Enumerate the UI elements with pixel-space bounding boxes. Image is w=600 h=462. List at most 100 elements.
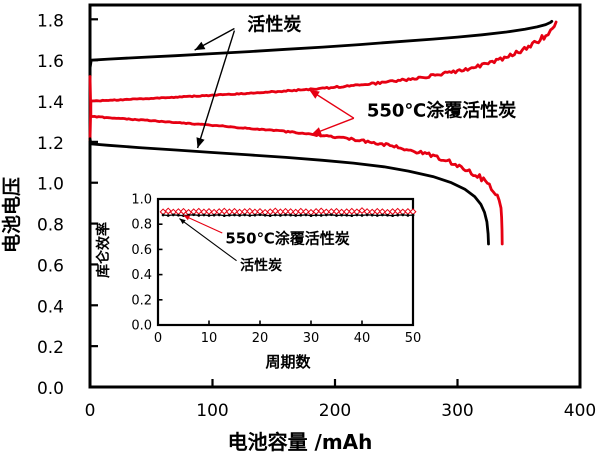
marker-dot [406, 213, 410, 217]
marker-dot [324, 213, 328, 217]
marker-dot [171, 213, 175, 217]
marker-dot [294, 214, 298, 217]
inset-y-tick-label: 1.0 [131, 193, 152, 208]
marker-dot [268, 214, 272, 218]
marker-dot [222, 214, 226, 218]
marker-dot [304, 213, 308, 217]
inset-x-tick-label: 0 [154, 331, 162, 346]
main-y-tick-label: 0.4 [37, 297, 64, 317]
marker-dot [228, 213, 231, 217]
marker-dot [177, 213, 180, 217]
marker-dot [284, 213, 287, 217]
marker-dot [365, 213, 369, 217]
main-y-tick-label: 0.2 [37, 338, 64, 358]
marker-dot [289, 213, 292, 217]
inset-label-coated-arrow-line [183, 214, 223, 234]
inset-x-tick-label: 50 [405, 331, 422, 346]
marker-dot [217, 213, 221, 217]
annotation-inset-label-coated: 550℃涂覆活性炭 [225, 229, 349, 247]
main-y-tick-label: 0.8 [37, 216, 64, 236]
main-x-tick-label: 0 [85, 401, 96, 421]
marker-dot [370, 213, 374, 217]
curve-activated-carbon-discharge [88, 137, 490, 246]
main-x-tick-label: 200 [319, 401, 351, 421]
marker-dot [202, 213, 206, 217]
marker-dot [391, 214, 394, 218]
marker-dot [192, 213, 196, 217]
markers-activated-carbon-efficiency [161, 213, 415, 218]
curve-coated-discharge [88, 75, 504, 246]
marker-dot [340, 213, 343, 217]
inset-y-tick-label: 0.0 [131, 319, 152, 334]
main-y-tick-label: 0.0 [37, 379, 64, 399]
marker-dot [233, 213, 236, 217]
marker-dot [273, 213, 277, 217]
marker-diamond [317, 207, 325, 215]
marker-dot [248, 214, 252, 217]
marker-dot [375, 214, 379, 217]
curve-activated-carbon-charge [88, 19, 554, 70]
marker-dot [355, 213, 359, 217]
annotation-label-coated: 550℃涂覆活性炭 [367, 100, 516, 122]
marker-dot [350, 214, 354, 218]
marker-diamond [348, 207, 356, 215]
marker-dot [279, 213, 282, 217]
main-y-tick-label: 1.0 [37, 175, 64, 195]
inset-chart: 0 10 20 30 40 50 0.0 0.2 0.4 0.6 0.8 1.0 550℃涂覆活性炭活性… [95, 193, 421, 372]
marker-dot [314, 213, 318, 217]
label-activated-carbon-arrowhead [196, 137, 205, 148]
markers-coated-efficiency [159, 207, 417, 216]
inset-label-activated-carbon-arrow-line [179, 218, 237, 262]
inset-x-tick-label: 30 [303, 331, 320, 346]
marker-diamond [164, 207, 172, 215]
marker-dot [197, 213, 201, 217]
main-y-tick-label: 0.6 [37, 256, 64, 276]
label-activated-carbon-arrow-line [196, 30, 236, 149]
marker-dot [207, 214, 211, 217]
curve-coated-charge [88, 20, 558, 142]
main-xaxis-title: 电池容量 /mAh [228, 430, 373, 454]
marker-dot [381, 213, 384, 217]
label-coated-arrowhead [311, 127, 322, 135]
inset-x-tick-label: 20 [252, 331, 269, 346]
marker-dot [345, 213, 349, 217]
marker-dot [309, 214, 313, 218]
inset-x-tick-label: 40 [354, 331, 371, 346]
main-chart: 0 100 200 300 4000.00.20.40.60.81.01.21.41.6… [0, 3, 596, 454]
inset-label-coated-arrowhead [183, 215, 190, 221]
curve-activated-carbon-efficiency [162, 214, 414, 217]
annotation-inset-label-activated-carbon: 活性炭 [240, 257, 282, 274]
inset-xaxis-title: 周期数 [265, 353, 311, 371]
marker-dot [238, 213, 242, 217]
marker-dot [263, 213, 267, 217]
marker-dot [335, 214, 338, 217]
label-activated-carbon-arrowhead [194, 41, 206, 51]
marker-dot [299, 213, 303, 217]
annotation-label-activated-carbon: 活性炭 [247, 14, 301, 36]
inset-plot-frame [156, 197, 415, 327]
marker-dot [243, 213, 247, 217]
main-x-tick-label: 300 [441, 401, 473, 421]
marker-dot [319, 213, 323, 217]
inset-y-tick-label: 0.8 [131, 218, 152, 233]
label-coated-arrowhead [309, 89, 320, 99]
inset-y-tick-label: 0.6 [131, 243, 152, 258]
marker-dot [360, 213, 364, 217]
inset-y-tick-label: 0.2 [131, 293, 152, 308]
marker-dot [258, 213, 262, 217]
marker-dot [396, 213, 400, 217]
marker-diamond [246, 207, 254, 215]
marker-dot [212, 213, 216, 217]
main-plot-frame [88, 3, 582, 389]
marker-dot [161, 213, 165, 217]
marker-dot [401, 213, 405, 217]
marker-dot [253, 213, 257, 217]
main-y-tick-label: 1.8 [37, 11, 64, 31]
marker-diamond [179, 207, 188, 215]
main-y-tick-label: 1.4 [37, 93, 64, 113]
main-y-tick-label: 1.6 [37, 52, 64, 72]
main-x-tick-label: 400 [564, 401, 596, 421]
main-x-tick-label: 100 [196, 401, 228, 421]
